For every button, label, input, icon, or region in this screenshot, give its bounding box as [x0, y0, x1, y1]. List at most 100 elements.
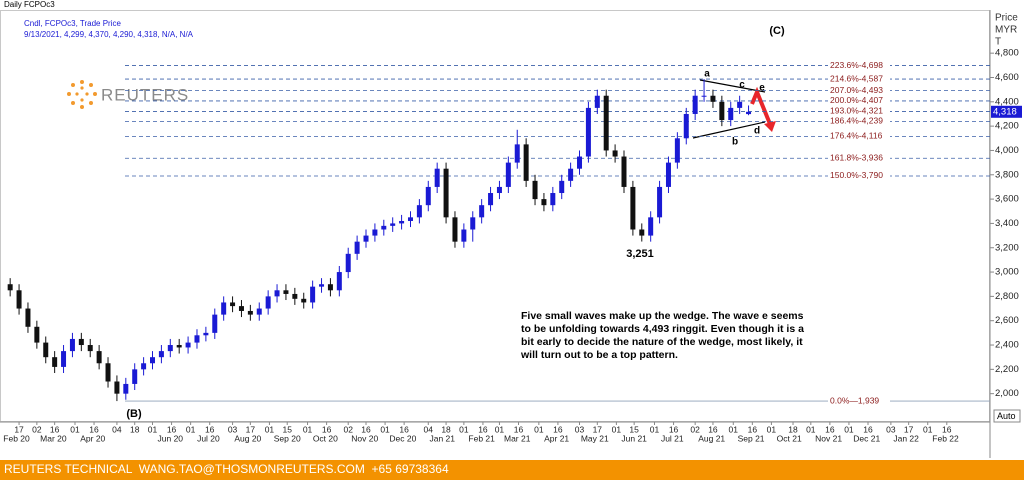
month-label: Mar 20 [40, 433, 67, 443]
candle-body [407, 217, 413, 221]
candle-body [167, 345, 173, 352]
candle-body [523, 144, 529, 181]
candle-body [34, 326, 40, 343]
logo-dots [67, 80, 97, 109]
level-label: 207.0%-4,493 [830, 85, 883, 95]
note-line: bit early to decide the nature of the we… [521, 336, 803, 348]
wave-label: a [704, 69, 710, 80]
candle-body [69, 338, 75, 352]
month-label: Jun 20 [158, 433, 184, 443]
y-tick-label: 4,200 [995, 121, 1019, 132]
candle-body [230, 302, 236, 307]
candle-body [728, 107, 734, 121]
wave-label: e [759, 83, 765, 94]
candle-body [505, 162, 511, 187]
y-tick-label: 2,200 [995, 364, 1019, 375]
candle-body [185, 342, 191, 348]
x-tick-label: 16 [748, 424, 758, 434]
level-label: 186.4%-4,239 [830, 116, 883, 126]
level-label-bg [828, 131, 890, 142]
candle-body [683, 113, 689, 139]
level-label-bg [828, 106, 890, 117]
candle-body [212, 314, 218, 333]
y-tick-label: 4,600 [995, 72, 1019, 83]
auto-label[interactable]: Auto [997, 411, 1016, 421]
candle-body [532, 180, 538, 200]
candle-body [274, 290, 280, 297]
y-tick-label: 2,000 [995, 388, 1019, 399]
candle-body [203, 332, 209, 336]
candle-body [514, 144, 520, 163]
candle-body [310, 286, 316, 303]
last-price-label: 4,318 [993, 106, 1017, 117]
month-label: Jun 21 [621, 433, 647, 443]
month-label: Feb 21 [468, 433, 495, 443]
level-label-bg [828, 95, 890, 106]
level-label-bg [828, 170, 890, 181]
y-tick-label: 3,400 [995, 218, 1019, 229]
candle-body [390, 223, 396, 226]
level-label-bg [828, 396, 890, 407]
x-tick-label: 16 [205, 424, 215, 434]
x-tick-label: 16 [553, 424, 563, 434]
month-label: Aug 21 [698, 433, 725, 443]
candle-body [363, 235, 369, 242]
x-tick-label: 01 [923, 424, 933, 434]
level-label-bg [828, 60, 890, 71]
y-tick-label: 3,600 [995, 194, 1019, 205]
month-label: Nov 21 [815, 433, 842, 443]
candle-body [461, 229, 467, 242]
x-tick-label: 04 [424, 424, 434, 434]
level-label: 161.8%-3,936 [830, 152, 883, 162]
candle-body [470, 217, 476, 230]
x-tick-label: 16 [669, 424, 679, 434]
candle-body [114, 381, 120, 394]
footer-text: REUTERS TECHNICAL WANG.TAO@THOSMONREUTER… [4, 462, 449, 476]
x-tick-label: 01 [303, 424, 313, 434]
candle-body [43, 342, 49, 358]
candle-body [443, 168, 449, 218]
legend-line: 9/13/2021, 4,299, 4,370, 4,290, 4,318, N… [24, 30, 194, 39]
x-tick-label: 17 [14, 424, 24, 434]
wave-label: c [739, 80, 745, 91]
month-label: Aug 20 [234, 433, 261, 443]
wave-label: d [754, 126, 760, 137]
candle-body [372, 229, 378, 236]
month-label: Sep 21 [738, 433, 765, 443]
candle-body [434, 168, 440, 187]
x-tick-label: 03 [228, 424, 238, 434]
wave-label: b [732, 137, 738, 148]
candle-body [16, 290, 22, 309]
y-axis-title: MYR [995, 25, 1017, 36]
note-line: Five small waves make up the wedge. The … [521, 310, 804, 322]
wedge [692, 79, 776, 139]
x-tick-label: 16 [399, 424, 409, 434]
x-tick-label: 17 [904, 424, 914, 434]
x-tick-label: 01 [650, 424, 660, 434]
wave-label: 3,251 [626, 248, 654, 260]
candle-body [594, 95, 600, 108]
month-label: Sep 20 [274, 433, 301, 443]
x-tick-label: 18 [441, 424, 451, 434]
month-label: Oct 20 [313, 433, 338, 443]
level-label-bg [828, 74, 890, 85]
candle-body [701, 95, 707, 97]
auto-button[interactable] [993, 409, 1021, 423]
candle-body [612, 150, 618, 157]
candle-body [479, 205, 485, 218]
x-tick-label: 01 [148, 424, 158, 434]
candle-body [327, 284, 333, 291]
x-tick-label: 02 [343, 424, 353, 434]
x-tick-label: 16 [863, 424, 873, 434]
x-tick-label: 01 [186, 424, 196, 434]
candle-body [657, 186, 663, 218]
level-label: 0.0%—1,939 [830, 395, 879, 405]
candle-body [158, 351, 164, 358]
month-label: Apr 20 [80, 433, 105, 443]
candle-body [541, 199, 547, 206]
month-label: Oct 21 [777, 433, 802, 443]
x-tick-label: 01 [844, 424, 854, 434]
candle-body [52, 357, 58, 367]
